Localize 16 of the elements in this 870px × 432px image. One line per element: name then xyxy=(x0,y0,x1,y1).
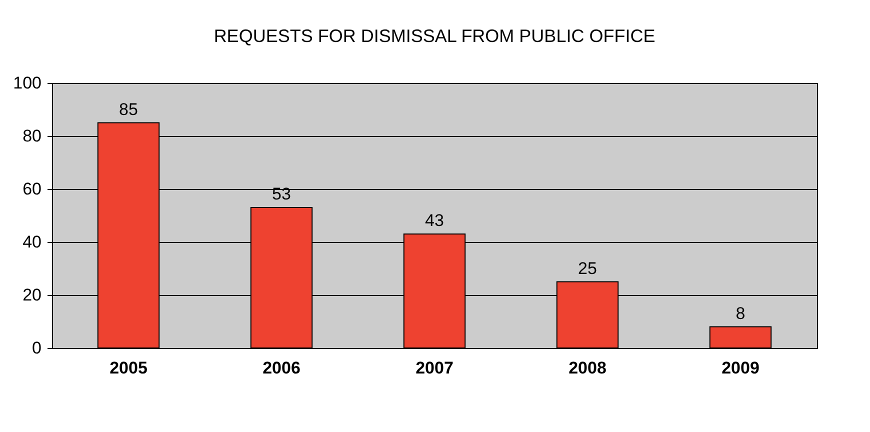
data-label: 43 xyxy=(425,211,444,230)
data-label: 85 xyxy=(119,100,138,119)
y-tick-label: 0 xyxy=(32,338,42,358)
x-tick-label: 2005 xyxy=(110,358,148,378)
x-tick-label: 2009 xyxy=(722,358,760,378)
data-label: 8 xyxy=(736,304,746,323)
y-tick-label: 60 xyxy=(22,180,42,198)
data-label: 25 xyxy=(578,258,597,278)
y-tick-label: 100 xyxy=(13,74,42,92)
x-tick-label: 2008 xyxy=(568,358,606,378)
y-tick-label: 80 xyxy=(22,126,42,146)
y-tick-label: 40 xyxy=(22,232,42,252)
x-tick-label: 2007 xyxy=(416,358,454,378)
x-tick-label: 2006 xyxy=(262,358,300,378)
y-tick-label: 20 xyxy=(22,286,42,304)
chart-title: REQUESTS FOR DISMISSAL FROM PUBLIC OFFICE xyxy=(214,26,656,46)
